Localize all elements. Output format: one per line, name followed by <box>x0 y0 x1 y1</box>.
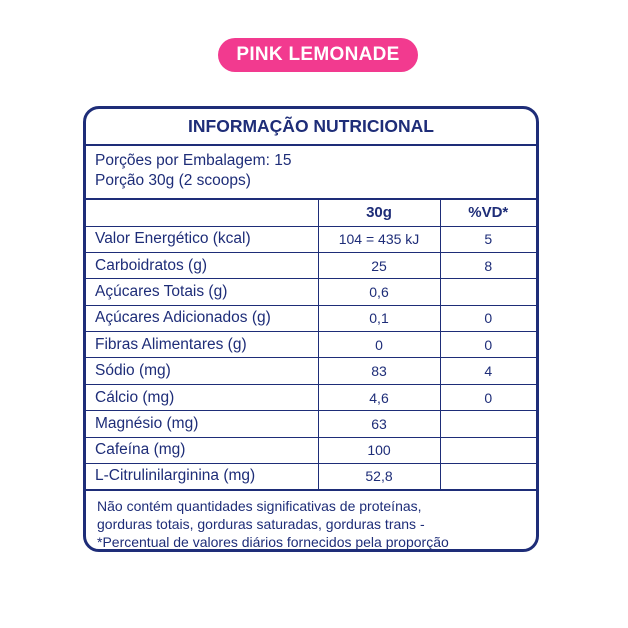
nutrient-daily-value: 0 <box>439 305 536 333</box>
footnote-line: gorduras totais, gorduras saturadas, gor… <box>97 515 425 532</box>
nutrient-daily-value <box>439 463 536 491</box>
nutrient-daily-value <box>439 278 536 306</box>
header-daily-value: %VD* <box>439 200 536 227</box>
nutrient-amount: 63 <box>317 410 440 438</box>
footnote-line: Não contém quantidades significativas de… <box>97 497 422 514</box>
table-row: Açúcares Adicionados (g) 0,1 0 <box>86 305 536 333</box>
table-row: Sódio (mg) 83 4 <box>86 357 536 385</box>
nutrient-amount: 52,8 <box>317 463 440 491</box>
nutrient-label: L-Citrulinilarginina (mg) <box>86 463 318 491</box>
serving-size: Porção 30g (2 scoops) <box>95 172 251 189</box>
nutrient-amount: 104 = 435 kJ <box>317 226 440 253</box>
table-row: Carboidratos (g) 25 8 <box>86 252 536 280</box>
header-amount: 30g <box>317 200 440 227</box>
table-header-row: 30g %VD* <box>86 200 536 227</box>
table-row: Açúcares Totais (g) 0,6 <box>86 278 536 306</box>
table-row: L-Citrulinilarginina (mg) 52,8 <box>86 463 536 491</box>
flavor-badge: PINK LEMONADE <box>218 38 418 72</box>
nutrient-amount: 100 <box>317 437 440 465</box>
nutrient-label: Cálcio (mg) <box>86 384 318 412</box>
nutrient-label: Magnésio (mg) <box>86 410 318 438</box>
nutrition-facts-panel: INFORMAÇÃO NUTRICIONAL Porções por Embal… <box>83 106 539 552</box>
table-row: Magnésio (mg) 63 <box>86 410 536 438</box>
nutrient-label: Sódio (mg) <box>86 357 318 385</box>
table-row: Fibras Alimentares (g) 0 0 <box>86 331 536 359</box>
nutrient-label: Fibras Alimentares (g) <box>86 331 318 359</box>
nutrient-label: Cafeína (mg) <box>86 437 318 465</box>
footnote-line: *Percentual de valores diários fornecido… <box>97 533 449 550</box>
nutrient-daily-value: 5 <box>439 226 536 253</box>
nutrient-daily-value <box>439 437 536 465</box>
nutrient-label: Açúcares Totais (g) <box>86 278 318 306</box>
nutrient-daily-value: 4 <box>439 357 536 385</box>
nutrient-amount: 25 <box>317 252 440 280</box>
servings-per-package: Porções por Embalagem: 15 <box>95 152 292 169</box>
nutrient-amount: 83 <box>317 357 440 385</box>
nutrition-table: 30g %VD* Valor Energético (kcal) 104 = 43… <box>86 200 536 491</box>
nutrient-amount: 0 <box>317 331 440 359</box>
table-row: Cálcio (mg) 4,6 0 <box>86 384 536 412</box>
nutrient-label: Carboidratos (g) <box>86 252 318 280</box>
nutrient-daily-value: 0 <box>439 384 536 412</box>
table-row: Cafeína (mg) 100 <box>86 437 536 465</box>
footnote: Não contém quantidades significativas de… <box>86 491 536 550</box>
nutrient-daily-value <box>439 410 536 438</box>
nutrient-daily-value: 8 <box>439 252 536 280</box>
table-row: Valor Energético (kcal) 104 = 435 kJ 5 <box>86 226 536 253</box>
panel-title: INFORMAÇÃO NUTRICIONAL <box>86 109 536 146</box>
nutrient-amount: 0,6 <box>317 278 440 306</box>
header-label <box>86 200 318 227</box>
servings-info: Porções por Embalagem: 15 Porção 30g (2 … <box>86 146 536 200</box>
nutrient-amount: 0,1 <box>317 305 440 333</box>
nutrient-amount: 4,6 <box>317 384 440 412</box>
nutrient-label: Açúcares Adicionados (g) <box>86 305 318 333</box>
nutrient-label: Valor Energético (kcal) <box>86 226 318 253</box>
nutrient-daily-value: 0 <box>439 331 536 359</box>
